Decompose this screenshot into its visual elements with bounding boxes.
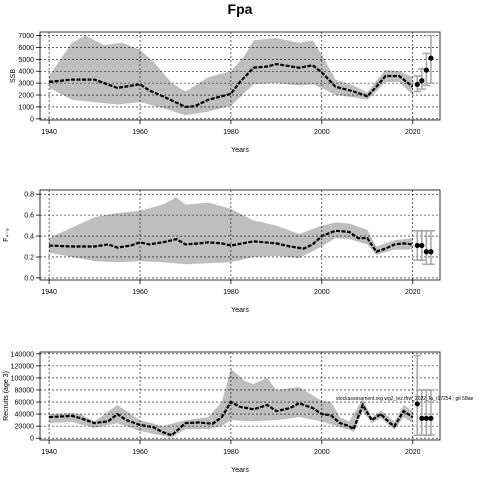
forecast-point — [428, 415, 434, 421]
y-tick-label: 0 — [30, 436, 34, 443]
y-tick-label: 5000 — [18, 57, 34, 64]
y-tick-label: 0.4 — [24, 234, 34, 241]
x-tick-label: 2020 — [405, 129, 421, 136]
y-tick-label: 7000 — [18, 33, 34, 40]
x-axis-label: Years — [231, 467, 249, 474]
confidence-band — [49, 35, 413, 116]
y-tick-label: 4000 — [18, 69, 34, 76]
annotation-text: stockassessment.org wg2_lez.tfrw_2022_fa… — [336, 396, 474, 402]
panel-f: 1940 1960 1980 2000 2020 0.0 0.2 0.4 0.6 0.8 Years… — [3, 189, 441, 314]
forecast-point — [428, 249, 434, 255]
x-tick-label: 1940 — [41, 449, 57, 456]
forecast-point — [419, 242, 425, 249]
x-tick-label: 2000 — [314, 289, 330, 296]
y-axis-label: SSB — [10, 69, 17, 83]
forecast-point — [423, 415, 429, 421]
forecast-point — [414, 81, 420, 87]
plot-frame — [39, 31, 441, 121]
y-tick-label: 0.0 — [24, 275, 34, 282]
x-tick-label: 2020 — [405, 289, 421, 296]
y-tick-label: 0.8 — [24, 192, 34, 199]
chart-title: Fpa — [228, 1, 253, 17]
y-tick-label: 0 — [30, 116, 34, 123]
y-tick-label: 3000 — [18, 81, 34, 88]
x-tick-label: 1960 — [132, 449, 148, 456]
x-axis-label: Years — [231, 147, 249, 154]
plot-frame — [39, 189, 441, 281]
y-tick-label: 6000 — [18, 45, 34, 52]
x-tick-label: 1980 — [223, 129, 239, 136]
x-tick-label: 2000 — [314, 129, 330, 136]
y-tick-label: 40000 — [15, 412, 35, 419]
forecast-point — [414, 242, 420, 249]
series-line — [49, 229, 413, 254]
forecast-point — [423, 249, 429, 255]
x-tick-label: 1960 — [132, 289, 148, 296]
x-tick-label: 1980 — [223, 449, 239, 456]
y-axis-label: Recruits (age 3) — [3, 371, 10, 421]
x-tick-label: 2020 — [405, 449, 421, 456]
y-tick-label: 0.6 — [24, 213, 34, 220]
panel-ssb: 1940 1960 1980 2000 2020 0 1000 2000 3000 4000 500… — [10, 31, 441, 154]
y-tick-label: 120000 — [11, 363, 34, 370]
y-tick-label: 80000 — [15, 387, 35, 394]
y-tick-label: 60000 — [15, 400, 35, 407]
series-line — [48, 62, 414, 109]
series-line — [49, 400, 414, 437]
y-tick-label: 0.2 — [24, 254, 34, 261]
x-axis-label: Years — [231, 307, 249, 314]
y-tick-label: 1000 — [18, 104, 34, 111]
y-tick-label: 2000 — [18, 93, 34, 100]
forecast-point — [423, 67, 429, 73]
x-tick-label: 1940 — [41, 289, 57, 296]
forecast-point — [419, 415, 425, 421]
y-axis-label: F₄₋₈ — [3, 228, 10, 242]
forecast-point — [428, 55, 434, 61]
y-tick-label: 100000 — [11, 375, 34, 382]
x-tick-label: 1980 — [223, 289, 239, 296]
y-tick-label: 20000 — [15, 424, 35, 431]
x-tick-label: 1940 — [41, 129, 57, 136]
forecast-point — [419, 78, 425, 84]
plot-frame — [39, 351, 441, 441]
x-tick-label: 1960 — [132, 129, 148, 136]
forecast-point — [414, 401, 420, 407]
x-tick-label: 2000 — [314, 449, 330, 456]
panel-recruits: 1940 1960 1980 2000 2020 0 20000 40000 60000 8000… — [3, 351, 441, 474]
y-tick-label: 140000 — [11, 351, 34, 358]
